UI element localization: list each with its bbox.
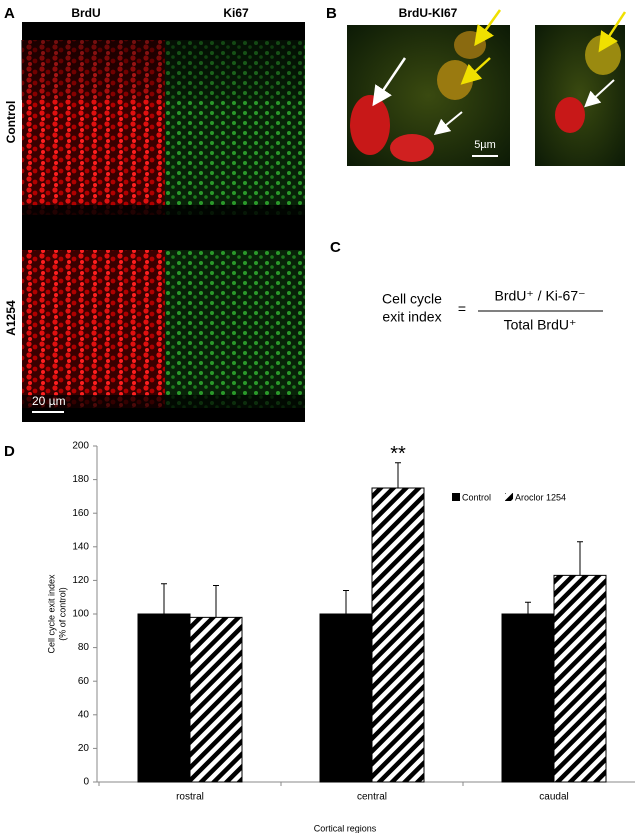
panel-label: C [330,239,341,256]
micrograph [21,22,305,422]
bar [371,487,425,783]
formula-numerator: BrdU⁺ / Ki-67⁻ [494,288,585,304]
column-label: Ki67 [223,6,249,20]
panel-label: D [4,443,15,460]
y-tick-label: 0 [83,777,89,788]
error-bar [395,462,401,488]
x-tick-label: caudal [539,792,568,803]
row-label: A1254 [4,300,18,336]
bar [501,613,555,783]
bar-chart: 0 20 40 60 80 100 120 140 160 180 200 Cell cycle ex… [46,441,635,833]
x-tick-label: central [357,792,387,803]
formula-lhs: Cell cycle [382,291,442,307]
significance: ** [390,443,406,465]
legend-label: Aroclor 1254 [515,492,566,502]
x-axis-label: Cortical regions [314,823,377,833]
y-tick-label: 20 [78,743,90,754]
row-label: Control [4,101,18,144]
error-bar [577,541,583,576]
bar [553,574,607,783]
y-axis-label: Cell cycle exit index [46,574,56,654]
bar [319,613,373,783]
column-label: BrdU [71,6,100,20]
x-tick-label: rostral [176,792,204,803]
panel-label: B [326,5,337,22]
y-tick-label: 40 [78,709,90,720]
y-tick-label: 80 [78,642,90,653]
y-tick-label: 160 [72,508,89,519]
y-tick-label: 120 [72,575,89,586]
scale-bar-label: 5µm [474,139,496,151]
panel-title: BrdU-KI67 [399,6,458,20]
y-tick-label: 60 [78,676,90,687]
formula-equals: = [458,301,466,317]
y-tick-label: 140 [72,541,89,552]
bar [189,616,243,783]
legend-label: Control [462,492,491,502]
y-axis-label: (% of control) [57,587,67,641]
scale-bar-label: 20 µm [32,394,66,408]
legend-swatch [452,493,460,501]
bar [137,613,191,783]
y-tick-label: 100 [72,609,89,620]
y-tick-label: 180 [72,474,89,485]
legend-swatch [505,493,514,501]
error-bar [525,601,531,614]
error-bar [213,584,219,618]
panel-label: A [4,5,15,22]
error-bar [343,589,349,614]
formula-denominator: Total BrdU⁺ [504,317,577,333]
formula-lhs: exit index [382,309,441,325]
y-tick-label: 200 [72,441,89,452]
micrograph [347,9,627,166]
error-bar [161,583,167,614]
